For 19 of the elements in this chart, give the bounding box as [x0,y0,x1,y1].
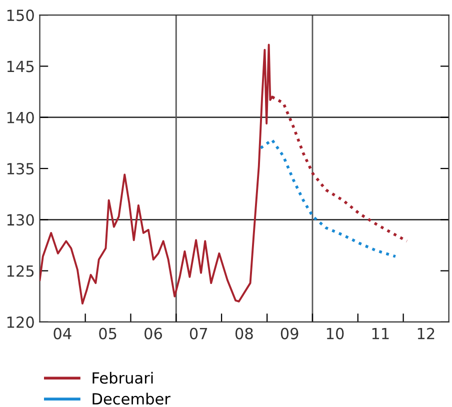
y-tick-label: 150 [7,10,34,22]
x-tick-label: 07 [190,328,208,340]
legend-label: Februari [92,372,153,384]
y-tick-label: 130 [7,214,34,226]
x-tick-label: 10 [326,328,344,340]
legend-label: December [92,392,170,405]
y-tick-label: 145 [7,60,34,72]
x-tick-label: 12 [418,328,434,340]
x-tick-label: 04 [54,328,72,340]
y-tick-label: 120 [7,316,34,328]
x-tick-label: 05 [99,328,116,340]
x-tick-label: 09 [280,328,298,340]
y-tick-label: 135 [7,162,34,175]
line-series [259,138,397,258]
y-tick-label: 140 [7,112,34,124]
y-tick-label: 125 [7,265,34,277]
x-tick-label: 08 [235,328,253,340]
x-tick-label: 06 [144,328,162,340]
x-tick-label: 11 [372,328,389,340]
